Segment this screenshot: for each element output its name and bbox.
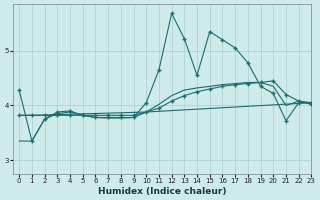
X-axis label: Humidex (Indice chaleur): Humidex (Indice chaleur) (98, 187, 226, 196)
